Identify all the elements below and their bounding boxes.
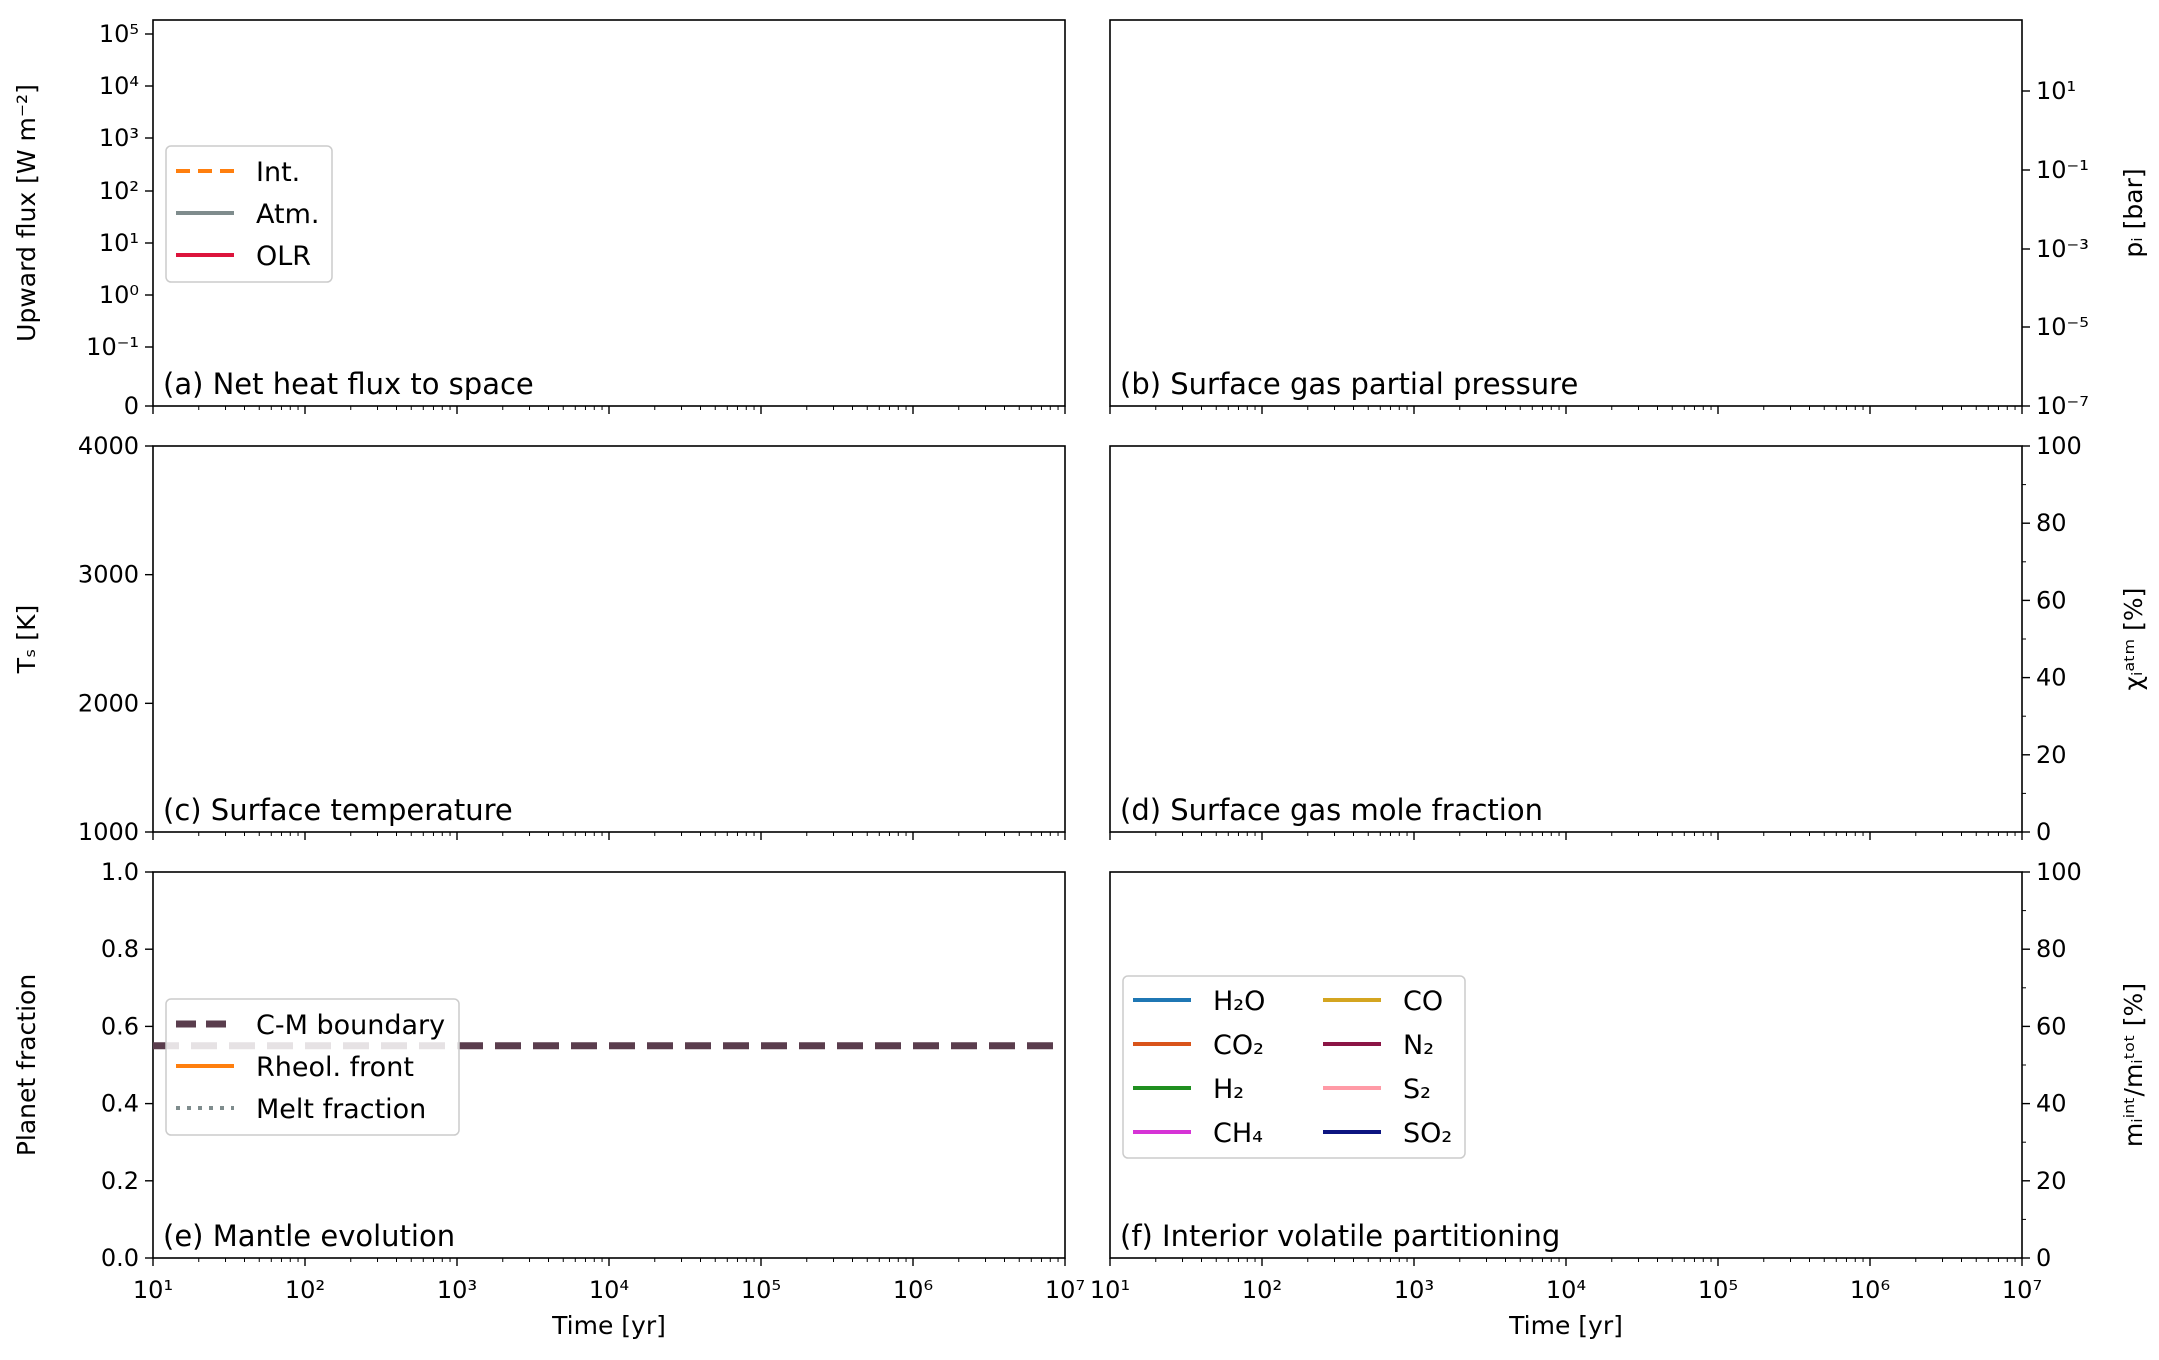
- y-tick-label: 40: [2036, 664, 2067, 692]
- legend-box: [165, 998, 460, 1136]
- x-axis-title: Time [yr]: [1508, 1311, 1623, 1340]
- y-tick-label: 3000: [78, 561, 139, 589]
- panel-title: (e) Mantle evolution: [163, 1219, 455, 1253]
- legend-label: CH₄: [1213, 1118, 1263, 1149]
- x-tick-label: 10⁶: [1850, 1276, 1890, 1304]
- legend-label: SO₂: [1403, 1118, 1452, 1149]
- y-tick-label: 0: [2036, 818, 2051, 846]
- plot-area-c: [152, 445, 1066, 833]
- y-tick-label: 10²: [99, 177, 139, 205]
- y-axis-title: Upward flux [W m⁻²]: [12, 84, 41, 342]
- plot-area-d: [1109, 445, 2023, 833]
- x-tick-label: 10¹: [133, 1276, 173, 1304]
- panel-title: (d) Surface gas mole fraction: [1120, 793, 1543, 827]
- y-tick-label: 2000: [78, 689, 139, 717]
- x-tick-label: 10²: [1242, 1276, 1282, 1304]
- panel-c: 1000 2000 3000 4000 Tₛ [K] (c) Surface temper…: [12, 432, 1066, 846]
- x-tick-label: 10⁶: [893, 1276, 933, 1304]
- y-tick-label: 10⁰: [99, 281, 139, 309]
- y-tick-label: 20: [2036, 741, 2067, 769]
- y-tick-label: 60: [2036, 1012, 2067, 1040]
- legend-label: Rheol. front: [256, 1052, 414, 1083]
- y-tick-label: 40: [2036, 1090, 2067, 1118]
- y-tick-label: 0.0: [101, 1244, 139, 1272]
- legend-box: [1122, 975, 1466, 1159]
- y-tick-label: 10⁻⁵: [2036, 313, 2089, 341]
- y-axis-title-right: mᵢⁱⁿᵗ/mᵢᵗᵒᵗ [%]: [2119, 983, 2148, 1147]
- x-tick-label: 10⁵: [1698, 1276, 1738, 1304]
- legend-box: [165, 145, 333, 283]
- x-tick-label: 10⁵: [741, 1276, 781, 1304]
- x-tick-label: 10²: [285, 1276, 325, 1304]
- y-tick-label: 80: [2036, 509, 2067, 537]
- x-tick-label: 10⁴: [1546, 1276, 1586, 1304]
- y-tick-label: 10³: [99, 124, 139, 152]
- panel-title: (a) Net heat flux to space: [163, 367, 534, 401]
- legend-label: Melt fraction: [256, 1094, 426, 1125]
- x-axis-title: Time [yr]: [551, 1311, 666, 1340]
- y-tick-label: 1000: [78, 818, 139, 846]
- legend-label: CO₂: [1213, 1030, 1264, 1061]
- legend-label: Atm.: [256, 199, 319, 230]
- y-tick-label: 10⁻¹: [86, 333, 139, 361]
- y-tick-label: 10⁻¹: [2036, 156, 2089, 184]
- y-tick-label: 10¹: [2036, 77, 2076, 105]
- y-tick-label: 100: [2036, 432, 2082, 460]
- x-tick-label: 10⁷: [2002, 1276, 2042, 1304]
- y-axis-title-right: pᵢ [bar]: [2119, 168, 2148, 257]
- legend-label: S₂: [1403, 1074, 1431, 1105]
- legend-label: N₂: [1403, 1030, 1434, 1061]
- legend-label: Int.: [256, 157, 300, 188]
- y-tick-label: 1.0: [101, 858, 139, 886]
- y-tick-label: 10¹: [99, 229, 139, 257]
- y-tick-label: 0.2: [101, 1167, 139, 1195]
- y-tick-label: 10⁻³: [2036, 235, 2089, 263]
- y-tick-label: 10⁴: [99, 72, 139, 100]
- y-tick-label: 10⁵: [99, 20, 139, 48]
- x-tick-label: 10¹: [1090, 1276, 1130, 1304]
- legend-label: H₂O: [1213, 986, 1265, 1017]
- y-tick-label: 0.6: [101, 1012, 139, 1040]
- x-tick-label: 10³: [1394, 1276, 1434, 1304]
- panel-f: 10¹ 10² 10³ 10⁴ 10⁵ 10⁶ 10⁷ Time [yr] 0 20 40 60 80 1…: [1090, 858, 2148, 1340]
- x-tick-label: 10³: [437, 1276, 477, 1304]
- legend-label: CO: [1403, 986, 1443, 1017]
- y-axis-title: Tₛ [K]: [12, 605, 41, 674]
- panel-title: (c) Surface temperature: [163, 793, 513, 827]
- y-tick-label: 80: [2036, 935, 2067, 963]
- y-tick-label: 100: [2036, 858, 2082, 886]
- y-tick-label: 0: [2036, 1244, 2051, 1272]
- y-tick-label: 0: [124, 392, 139, 420]
- panel-b: 10⁻⁷ 10⁻⁵ 10⁻³ 10⁻¹ 10¹ pᵢ [bar] (b) Surface g…: [1109, 19, 2148, 420]
- plot-area-b: [1109, 19, 2023, 407]
- y-tick-label: 0.4: [101, 1090, 139, 1118]
- panel-e: 10¹ 10² 10³ 10⁴ 10⁵ 10⁶ 10⁷ Time [yr] 0.0 0.2 0.4 0…: [12, 858, 1085, 1340]
- panel-a: 0 10⁻¹ 10⁰ 10¹ 10² 10³ 10⁴ 10⁵ Upward flux [W m⁻…: [12, 19, 1066, 420]
- panel-title: (b) Surface gas partial pressure: [1120, 367, 1578, 401]
- y-tick-label: 10⁻⁷: [2036, 392, 2089, 420]
- panel-title: (f) Interior volatile partitioning: [1120, 1219, 1560, 1253]
- y-tick-label: 60: [2036, 586, 2067, 614]
- x-tick-label: 10⁴: [589, 1276, 629, 1304]
- y-axis-title: Planet fraction: [12, 974, 41, 1156]
- panel-d: 0 20 40 60 80 100 χᵢᵃᵗᵐ [%] (d) Surface gas mol…: [1109, 432, 2148, 846]
- y-tick-label: 0.8: [101, 935, 139, 963]
- y-axis-title-right: χᵢᵃᵗᵐ [%]: [2119, 588, 2148, 691]
- y-tick-label: 4000: [78, 432, 139, 460]
- legend-label: C-M boundary: [256, 1010, 445, 1041]
- legend-label: OLR: [256, 241, 311, 272]
- legend-label: H₂: [1213, 1074, 1244, 1105]
- y-tick-label: 20: [2036, 1167, 2067, 1195]
- x-tick-label: 10⁷: [1045, 1276, 1085, 1304]
